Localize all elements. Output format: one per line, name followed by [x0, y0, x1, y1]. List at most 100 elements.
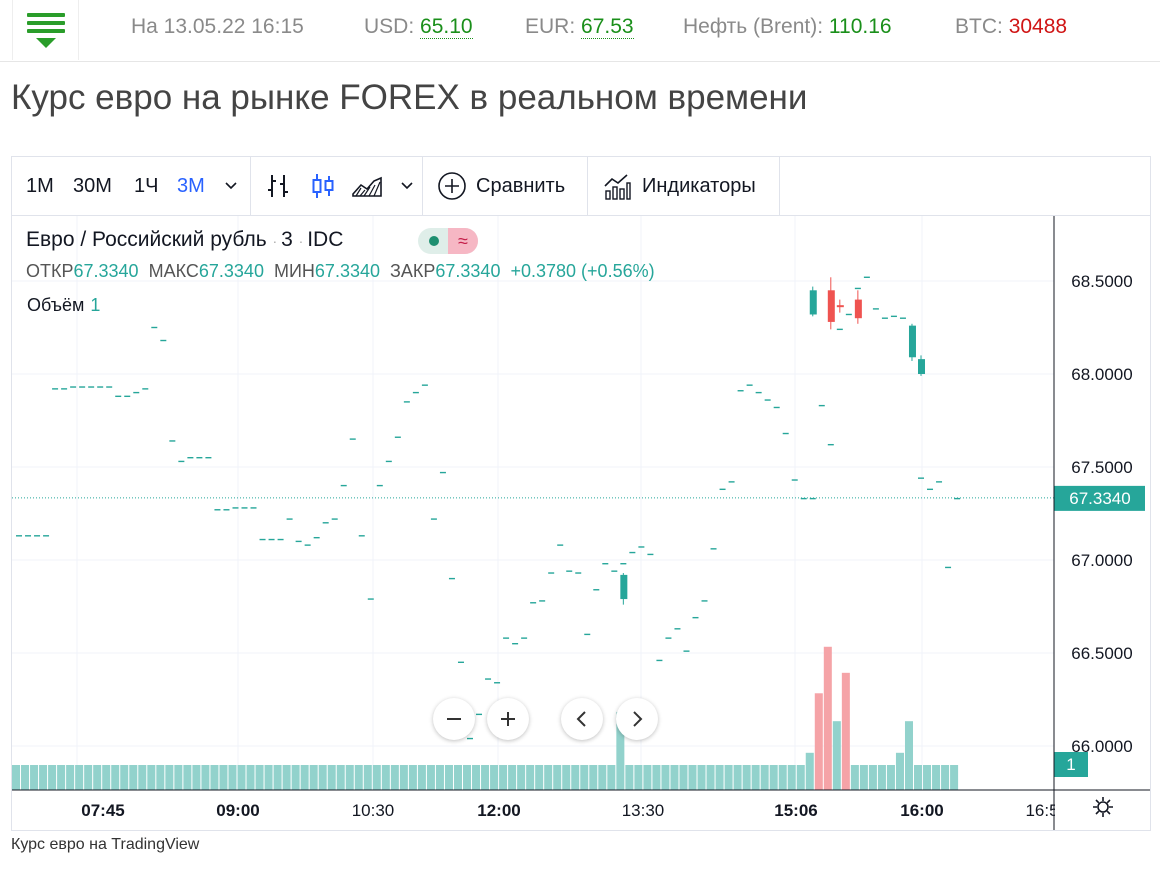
scroll-left-button[interactable]: [561, 698, 603, 740]
volume-bar: [814, 693, 823, 790]
tradingview-link[interactable]: Курс евро на TradingView: [11, 836, 200, 853]
volume-bar: [246, 765, 255, 790]
volume-bar: [165, 765, 174, 790]
candle-body: [809, 290, 817, 315]
timeframe-chevron-down-icon[interactable]: [224, 157, 238, 215]
volume-badge: [1054, 752, 1088, 777]
zoom-in-button[interactable]: [487, 698, 529, 740]
volume-bar: [625, 765, 634, 790]
close-label: ЗАКР: [390, 261, 436, 281]
volume-bar: [30, 765, 39, 790]
time-tick-label: 16:00: [900, 801, 943, 820]
volume-bar: [778, 765, 787, 790]
volume-bar: [192, 765, 201, 790]
bar-chart-icon[interactable]: [264, 157, 292, 215]
time-tick-label: 16:5: [1025, 801, 1058, 820]
volume-bar: [138, 765, 147, 790]
volume-bar: [850, 765, 859, 790]
price-chart[interactable]: 68.5000 68.0000 67.5000 67.0000 66.5000 66.00…: [12, 216, 1150, 830]
volume-bar: [733, 765, 742, 790]
compare-button[interactable]: Сравнить: [437, 157, 565, 215]
volume-badge-label: 1: [1066, 755, 1075, 774]
chart-canvas[interactable]: 68.5000 68.0000 67.5000 67.0000 66.5000 66.00…: [12, 216, 1150, 830]
volume-bar: [336, 765, 345, 790]
volume-bar: [661, 765, 670, 790]
usd-rate[interactable]: USD: 65.10: [364, 15, 473, 39]
open-value: 67.3340: [73, 261, 139, 281]
volume-bar: [742, 765, 751, 790]
eur-label: EUR:: [525, 15, 576, 38]
open-label: ОТКР: [26, 261, 74, 281]
volume-bar: [679, 765, 688, 790]
candle-body: [836, 305, 844, 308]
volume-bar: [210, 765, 219, 790]
price-tick-label: 66.5000: [1071, 644, 1132, 663]
volume-bar: [553, 765, 562, 790]
volume-bar: [426, 765, 435, 790]
volume-bar: [273, 765, 282, 790]
volume-bar: [544, 765, 553, 790]
volume-bar: [57, 765, 66, 790]
eur-value[interactable]: 67.53: [581, 15, 634, 39]
menu-icon[interactable]: [12, 0, 79, 60]
volume-bar: [769, 765, 778, 790]
timeframe-1h[interactable]: 1Ч: [134, 174, 159, 197]
volume-bar: [66, 765, 75, 790]
volume-bar: [481, 765, 490, 790]
zoom-out-button[interactable]: [433, 698, 475, 740]
volume-bar: [327, 765, 336, 790]
last-price-label: 67.3340: [1069, 489, 1130, 508]
volume-bar: [923, 765, 932, 790]
price-tick-label: 67.5000: [1071, 458, 1132, 477]
volume-bar: [318, 765, 327, 790]
volume-bar: [841, 672, 850, 790]
candles-icon[interactable]: [309, 157, 337, 215]
volume-bar: [715, 765, 724, 790]
timeframe-3m[interactable]: 3М: [177, 174, 205, 197]
candle-body: [620, 574, 628, 600]
live-dot-icon: [429, 236, 439, 246]
volume-bar: [75, 765, 84, 790]
time-tick-label: 09:00: [216, 801, 259, 820]
indicators-button[interactable]: Индикаторы: [602, 157, 756, 215]
market-status-badge[interactable]: ≈: [418, 228, 478, 254]
volume-bar: [787, 765, 796, 790]
volume-bar: [282, 765, 291, 790]
volume-bar: [463, 765, 472, 790]
usd-label: USD:: [364, 15, 415, 38]
volume-bar: [950, 765, 959, 790]
volume-bar: [39, 765, 48, 790]
timeframe-30m[interactable]: 30М: [73, 174, 112, 197]
time-tick-label: 07:45: [81, 801, 124, 820]
settings-gear-icon[interactable]: [1092, 796, 1114, 818]
volume-bar: [120, 765, 129, 790]
volume-bar: [941, 765, 950, 790]
volume-bar: [21, 765, 30, 790]
time-tick-label: 10:30: [352, 801, 395, 820]
usd-value[interactable]: 65.10: [420, 15, 473, 39]
candle-body: [918, 359, 925, 374]
volume-bar: [363, 765, 372, 790]
volume-bar: [444, 765, 453, 790]
btc-rate: BTC: 30488: [955, 15, 1067, 39]
volume-bar: [48, 765, 57, 790]
symbol-name: Евро / Российский рубль: [26, 228, 267, 251]
close-value: 67.3340: [435, 261, 501, 281]
chart-type-chevron-down-icon[interactable]: [400, 157, 414, 215]
volume-bar: [508, 765, 517, 790]
chevron-left-icon: [576, 711, 586, 727]
volume-bar: [219, 765, 228, 790]
volume-bar: [535, 765, 544, 790]
time-tick-label: 13:30: [622, 801, 665, 820]
scroll-right-button[interactable]: [616, 698, 658, 740]
area-chart-icon[interactable]: [351, 157, 383, 215]
volume-bar: [580, 765, 589, 790]
indicators-icon: [604, 174, 631, 200]
change-value: +0.3780 (+0.56%): [510, 261, 655, 281]
volume-bar: [877, 765, 886, 790]
btc-value: 30488: [1008, 15, 1068, 38]
eur-rate[interactable]: EUR: 67.53: [525, 15, 634, 39]
compare-label: Сравнить: [476, 174, 566, 197]
volume-bar: [372, 765, 381, 790]
timeframe-1m[interactable]: 1М: [26, 174, 54, 197]
